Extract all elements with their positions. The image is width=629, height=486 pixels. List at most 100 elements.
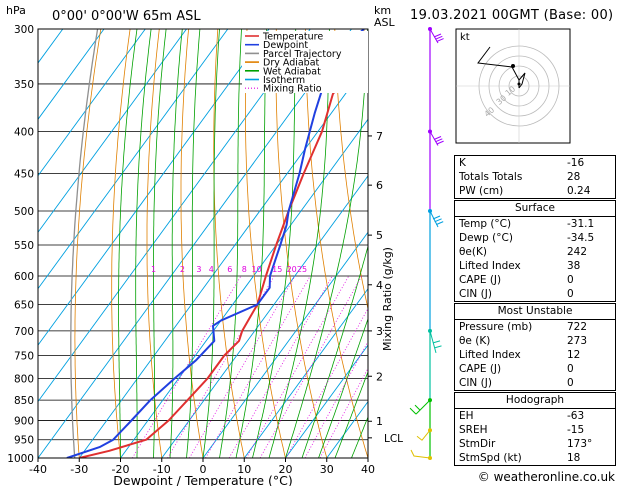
most-unstable-title: Most Unstable — [455, 304, 615, 320]
legend-box — [242, 31, 368, 93]
temperature-tick-label: 20 — [279, 463, 293, 476]
temperature-profile — [79, 52, 368, 458]
most-unstable-label: θe (K) — [459, 335, 491, 347]
mixing-ratio-line — [304, 340, 368, 458]
most-unstable-value: 722 — [567, 321, 588, 333]
copyright-footer[interactable]: © weatheronline.co.uk — [477, 470, 615, 484]
hodograph-stat-row: EH -63 — [455, 409, 615, 423]
mixing-ratio-value-label: 25 — [297, 265, 307, 274]
index-label: K — [459, 157, 466, 169]
dry-adiabat-line — [180, 29, 204, 458]
dewpoint-profile — [66, 29, 365, 458]
hodograph-stat-label: StmDir — [459, 438, 496, 450]
pressure-tick-label: 450 — [14, 168, 34, 180]
wet-adiabat-line — [252, 29, 297, 458]
surface-value: -34.5 — [567, 232, 595, 244]
wet-adiabat-line — [202, 29, 220, 458]
hodograph-storm-motion — [511, 64, 515, 68]
surface-value: 242 — [567, 246, 588, 258]
pressure-tick-label: 950 — [14, 435, 34, 447]
index-row: Totals Totals 28 — [455, 170, 615, 184]
hodograph-stat-value: 18 — [567, 452, 581, 464]
wind-barb — [429, 28, 444, 44]
most-unstable-row: CAPE (J) 0 — [455, 362, 615, 376]
wind-barb — [410, 449, 431, 459]
mixing-ratio-value-label: 3 — [196, 265, 201, 274]
mixing-ratio-value-label: 4 — [209, 265, 214, 274]
surface-title: Surface — [455, 201, 615, 217]
most-unstable-label: CIN (J) — [459, 377, 492, 389]
hodograph-stat-row: SREH -15 — [455, 423, 615, 437]
dry-adiabat-line — [74, 29, 102, 458]
index-label: PW (cm) — [459, 185, 504, 197]
most-unstable-value: 273 — [567, 335, 588, 347]
isotherm-line — [161, 175, 368, 458]
valid-time: 19.03.2021 00GMT (Base: 00) — [410, 8, 614, 23]
surface-label: Dewp (°C) — [459, 232, 513, 244]
index-row: PW (cm) 0.24 — [455, 184, 615, 198]
temperature-tick-label: 40 — [361, 463, 375, 476]
hodograph-stat-label: SREH — [459, 424, 488, 436]
surface-label: Temp (°C) — [459, 218, 512, 230]
mixing-ratio-value-label: 15 — [272, 265, 282, 274]
pressure-tick-label: 800 — [14, 373, 34, 385]
surface-value: 0 — [567, 288, 574, 300]
wind-barb — [416, 429, 431, 441]
wet-adiabat-line — [186, 29, 201, 458]
pressure-tick-label: 700 — [14, 326, 34, 338]
wet-adiabat-line — [318, 317, 368, 458]
surface-value: 38 — [567, 260, 581, 272]
surface-value: -31.1 — [567, 218, 595, 230]
legend-entry: Isotherm — [263, 75, 305, 86]
wet-adiabat-line — [153, 29, 167, 458]
pressure-tick-label: 500 — [14, 206, 34, 218]
wet-adiabat-line — [285, 29, 368, 458]
wet-adiabat-line — [135, 29, 152, 458]
index-row: K -16 — [455, 156, 615, 170]
hodograph-stat-value: -63 — [567, 410, 585, 422]
wet-adiabat-line — [118, 29, 138, 458]
mixing-ratio-line — [259, 275, 363, 458]
wind-barb — [409, 399, 431, 415]
surface-label: CIN (J) — [459, 288, 492, 300]
surface-value: 0 — [567, 274, 574, 286]
pressure-tick-label: 850 — [14, 395, 34, 407]
hodograph-stat-value: -15 — [567, 424, 585, 436]
index-value: 0.24 — [567, 185, 591, 197]
isotherm-line — [202, 231, 368, 458]
most-unstable-label: Lifted Index — [459, 349, 521, 361]
temperature-tick-label: -40 — [29, 463, 47, 476]
isotherm-line — [38, 29, 105, 121]
wind-barb — [429, 330, 442, 354]
km-tick-label: 4 — [376, 279, 383, 292]
mixing-ratio-line — [319, 367, 368, 458]
most-unstable-row: Lifted Index 12 — [455, 348, 615, 362]
hodograph-origin — [517, 82, 521, 86]
km-label: km — [374, 4, 391, 17]
index-label: Totals Totals — [459, 171, 523, 183]
dry-adiabat-line — [305, 29, 368, 458]
surface-row: Lifted Index 38 — [455, 259, 615, 273]
km-tick-label: 2 — [376, 370, 383, 383]
index-value: -16 — [567, 157, 585, 169]
pressure-tick-label: 600 — [14, 271, 34, 283]
temperature-tick-label: 10 — [237, 463, 251, 476]
most-unstable-value: 0 — [567, 363, 574, 375]
most-unstable-row: CIN (J) 0 — [455, 376, 615, 390]
temperature-tick-label: -20 — [112, 463, 130, 476]
pressure-tick-label: 550 — [14, 240, 34, 252]
most-unstable-value: 0 — [567, 377, 574, 389]
legend-entry: Wet Adiabat — [263, 66, 321, 77]
isotherm-line — [38, 29, 229, 290]
dry-adiabat-line — [363, 29, 368, 92]
hodograph-stat-label: EH — [459, 410, 474, 422]
temperature-tick-label: 0 — [200, 463, 207, 476]
surface-row: θe(K) 242 — [455, 245, 615, 259]
isotherm-line — [38, 29, 146, 177]
index-value: 28 — [567, 171, 581, 183]
mixing-ratio-value-label: 20 — [287, 265, 297, 274]
most-unstable-row: Pressure (mb) 722 — [455, 320, 615, 334]
wind-barb — [429, 131, 444, 146]
legend-entry: Temperature — [262, 32, 323, 43]
